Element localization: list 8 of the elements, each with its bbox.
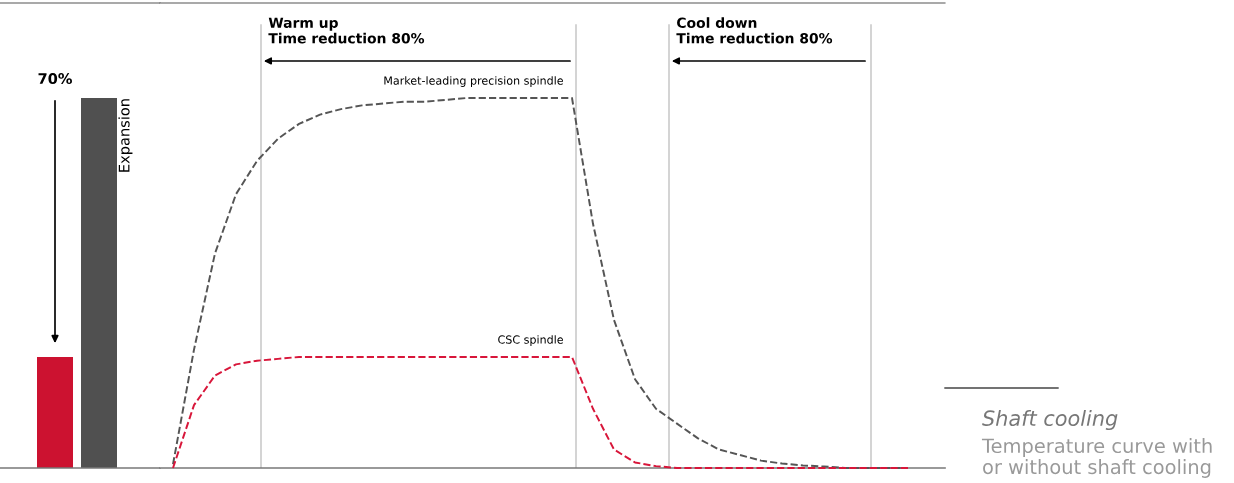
text: Temperature curve with or without shaft cooling: [981, 438, 1212, 478]
annotation: Expansion: [118, 99, 133, 172]
series-label: CSC spindle: [498, 335, 564, 346]
text: Shaft cooling: [982, 409, 1118, 431]
text: Cool down Time reduction 80%: [676, 17, 833, 44]
text: 70%: [38, 73, 72, 85]
text: Warm up Time reduction 80%: [268, 17, 425, 44]
series-label: Market-leading precision spindle: [384, 76, 564, 87]
